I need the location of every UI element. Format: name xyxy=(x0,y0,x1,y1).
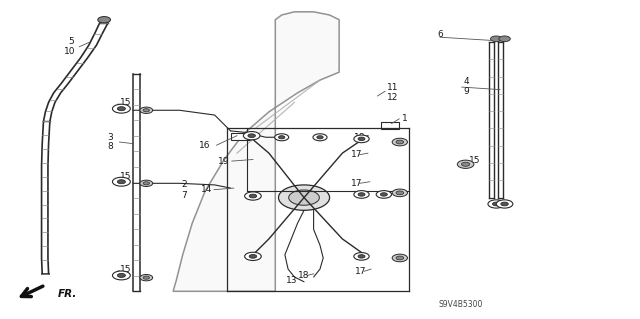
Circle shape xyxy=(488,200,504,208)
Text: 16: 16 xyxy=(198,141,210,150)
Text: 17: 17 xyxy=(351,179,362,188)
Circle shape xyxy=(392,189,408,197)
Circle shape xyxy=(113,104,131,113)
Text: 10: 10 xyxy=(64,47,76,56)
Circle shape xyxy=(490,36,502,42)
Circle shape xyxy=(113,271,131,280)
Circle shape xyxy=(354,191,369,198)
Bar xyxy=(381,122,399,129)
Text: 4: 4 xyxy=(464,77,469,86)
Circle shape xyxy=(278,136,285,139)
Text: 18: 18 xyxy=(298,271,309,280)
Circle shape xyxy=(392,254,408,262)
Circle shape xyxy=(313,134,327,141)
Text: 13: 13 xyxy=(285,276,297,285)
Text: 19: 19 xyxy=(218,157,229,166)
Circle shape xyxy=(493,202,500,206)
Circle shape xyxy=(496,200,513,208)
Circle shape xyxy=(117,180,125,184)
Circle shape xyxy=(458,160,474,168)
Circle shape xyxy=(140,274,153,281)
Circle shape xyxy=(461,162,470,166)
Circle shape xyxy=(249,194,257,198)
Circle shape xyxy=(244,252,261,261)
Text: S9V4B5300: S9V4B5300 xyxy=(438,300,483,309)
Circle shape xyxy=(358,137,365,141)
Circle shape xyxy=(143,276,150,279)
Text: 6: 6 xyxy=(437,30,443,39)
Circle shape xyxy=(317,136,323,139)
Circle shape xyxy=(396,256,404,260)
Circle shape xyxy=(117,107,125,111)
Circle shape xyxy=(117,273,125,278)
Text: 18: 18 xyxy=(354,133,365,142)
Circle shape xyxy=(275,134,289,141)
Circle shape xyxy=(98,17,111,23)
Text: 9: 9 xyxy=(464,87,469,96)
Text: 11: 11 xyxy=(387,83,399,92)
Text: FR.: FR. xyxy=(58,289,77,299)
Text: 15: 15 xyxy=(120,173,131,182)
Text: 17: 17 xyxy=(351,150,362,159)
Circle shape xyxy=(354,253,369,260)
Circle shape xyxy=(396,140,404,144)
Circle shape xyxy=(289,190,319,205)
Circle shape xyxy=(140,107,153,114)
Text: 2: 2 xyxy=(181,181,187,189)
Circle shape xyxy=(249,255,257,258)
Circle shape xyxy=(354,135,369,143)
Circle shape xyxy=(358,255,365,258)
Circle shape xyxy=(113,177,131,186)
Circle shape xyxy=(143,109,150,112)
Text: 7: 7 xyxy=(181,190,187,200)
Circle shape xyxy=(244,192,261,200)
Text: 8: 8 xyxy=(108,142,113,151)
Circle shape xyxy=(499,36,510,42)
Circle shape xyxy=(376,191,392,198)
Circle shape xyxy=(501,202,508,206)
Text: 1: 1 xyxy=(402,114,408,123)
Circle shape xyxy=(358,193,365,196)
Bar xyxy=(230,133,251,140)
Text: 5: 5 xyxy=(68,38,74,47)
Circle shape xyxy=(278,185,330,210)
Circle shape xyxy=(396,191,404,195)
Text: 15: 15 xyxy=(469,156,481,165)
Text: 17: 17 xyxy=(355,267,367,276)
Circle shape xyxy=(143,182,150,185)
Text: 3: 3 xyxy=(108,133,113,142)
Circle shape xyxy=(380,193,387,196)
Circle shape xyxy=(140,180,153,187)
Text: 15: 15 xyxy=(120,264,131,274)
Circle shape xyxy=(243,131,260,140)
Circle shape xyxy=(248,134,255,137)
Text: 15: 15 xyxy=(120,98,131,107)
Text: 14: 14 xyxy=(201,185,212,194)
Text: 12: 12 xyxy=(387,93,399,102)
Polygon shape xyxy=(173,12,339,291)
Circle shape xyxy=(392,138,408,146)
